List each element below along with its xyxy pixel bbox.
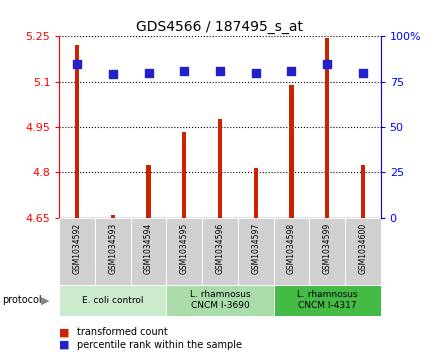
Point bbox=[216, 68, 224, 74]
Point bbox=[252, 70, 259, 76]
Bar bbox=[131, 218, 166, 285]
Text: GSM1034594: GSM1034594 bbox=[144, 223, 153, 274]
Bar bbox=[345, 218, 381, 285]
Bar bbox=[309, 218, 345, 285]
Bar bbox=[289, 85, 293, 218]
Text: L. rhamnosus
CNCM I-4317: L. rhamnosus CNCM I-4317 bbox=[297, 290, 357, 310]
Bar bbox=[147, 165, 151, 218]
Point bbox=[74, 61, 81, 66]
Bar bbox=[218, 119, 222, 218]
Bar bbox=[325, 38, 329, 218]
Bar bbox=[274, 285, 381, 316]
Bar bbox=[166, 218, 202, 285]
Bar bbox=[274, 218, 309, 285]
Text: GSM1034592: GSM1034592 bbox=[73, 223, 82, 274]
Point bbox=[323, 61, 330, 66]
Bar bbox=[75, 45, 79, 218]
Text: GSM1034599: GSM1034599 bbox=[323, 223, 332, 274]
Bar bbox=[238, 218, 274, 285]
Text: percentile rank within the sample: percentile rank within the sample bbox=[77, 340, 242, 350]
Point bbox=[359, 70, 366, 76]
Bar bbox=[253, 168, 258, 218]
Text: ■: ■ bbox=[59, 327, 70, 337]
Text: GSM1034600: GSM1034600 bbox=[358, 223, 367, 274]
Text: GSM1034598: GSM1034598 bbox=[287, 223, 296, 274]
Bar bbox=[95, 218, 131, 285]
Text: GSM1034593: GSM1034593 bbox=[108, 223, 117, 274]
Point bbox=[110, 72, 117, 77]
Text: E. coli control: E. coli control bbox=[82, 296, 144, 305]
Text: protocol: protocol bbox=[2, 295, 42, 305]
Bar bbox=[59, 285, 166, 316]
Bar bbox=[166, 285, 274, 316]
Text: GSM1034596: GSM1034596 bbox=[216, 223, 224, 274]
Text: GSM1034595: GSM1034595 bbox=[180, 223, 189, 274]
Bar bbox=[59, 218, 95, 285]
Point bbox=[181, 68, 188, 74]
Title: GDS4566 / 187495_s_at: GDS4566 / 187495_s_at bbox=[136, 20, 304, 34]
Text: GSM1034597: GSM1034597 bbox=[251, 223, 260, 274]
Bar bbox=[202, 218, 238, 285]
Point bbox=[288, 68, 295, 74]
Text: L. rhamnosus
CNCM I-3690: L. rhamnosus CNCM I-3690 bbox=[190, 290, 250, 310]
Point bbox=[145, 70, 152, 76]
Text: ▶: ▶ bbox=[40, 295, 49, 305]
Text: transformed count: transformed count bbox=[77, 327, 168, 337]
Bar bbox=[182, 132, 187, 218]
Bar bbox=[361, 165, 365, 218]
Bar bbox=[111, 215, 115, 218]
Text: ■: ■ bbox=[59, 340, 70, 350]
